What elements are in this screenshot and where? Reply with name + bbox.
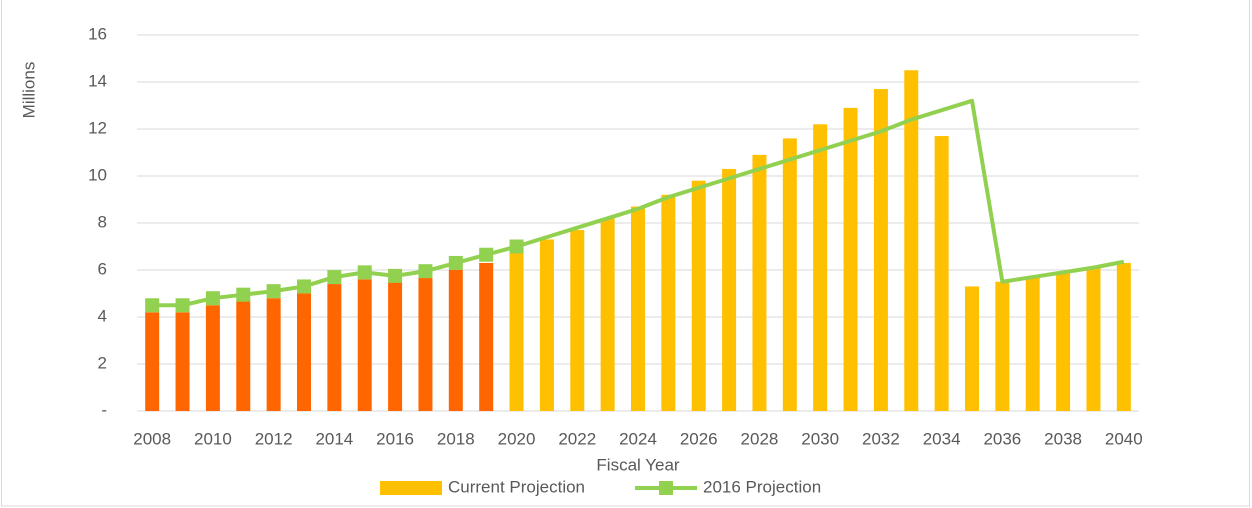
bar <box>357 279 372 411</box>
bar <box>570 230 585 411</box>
bar <box>479 262 494 411</box>
bar <box>418 277 433 411</box>
bar <box>752 154 767 411</box>
bar <box>691 180 706 411</box>
bar <box>965 286 979 411</box>
x-tick-label: 2020 <box>498 429 536 448</box>
x-tick-label: 2016 <box>376 429 414 448</box>
marker <box>509 239 524 254</box>
bar <box>1116 262 1131 411</box>
marker <box>297 279 311 294</box>
bar <box>813 124 828 412</box>
bar <box>934 136 949 412</box>
bar <box>175 312 190 411</box>
bar <box>995 281 1010 411</box>
marker <box>236 287 251 302</box>
y-tick-label: 16 <box>88 24 107 43</box>
bar <box>388 281 403 411</box>
x-tick-label: 2034 <box>923 429 961 448</box>
marker <box>205 291 220 306</box>
marker <box>418 264 433 279</box>
marker <box>448 255 463 270</box>
x-tick-label: 2018 <box>437 429 475 448</box>
legend-label: Current Projection <box>448 477 585 496</box>
bar <box>661 194 676 411</box>
x-tick-label: 2010 <box>194 429 232 448</box>
bar <box>448 270 463 411</box>
y-tick-label: 10 <box>88 165 107 184</box>
marker <box>357 265 372 280</box>
bar <box>782 138 797 411</box>
bar <box>873 89 888 412</box>
x-tick-label: 2012 <box>255 429 293 448</box>
marker <box>479 247 494 262</box>
x-tick-label: 2022 <box>558 429 596 448</box>
x-tick-label: 2008 <box>133 429 171 448</box>
x-tick-label: 2024 <box>619 429 657 448</box>
x-tick-label: 2036 <box>983 429 1021 448</box>
y-tick-label: 12 <box>88 118 107 137</box>
y-axis-title: Millions <box>19 62 38 119</box>
bar <box>236 300 251 411</box>
bar <box>1086 267 1101 411</box>
bar <box>1025 277 1040 411</box>
marker <box>388 268 403 283</box>
bar <box>327 284 342 411</box>
bar <box>600 218 615 411</box>
bar <box>1056 272 1071 411</box>
marker <box>175 298 190 313</box>
legend-marker <box>659 481 674 495</box>
marker <box>266 284 281 299</box>
bar <box>631 206 645 411</box>
y-tick-label: 14 <box>88 71 107 90</box>
bar <box>843 107 858 411</box>
line <box>152 98 1125 308</box>
bar <box>904 70 919 411</box>
y-tick-label: 6 <box>98 259 107 278</box>
legend-label: 2016 Projection <box>703 477 821 496</box>
bar <box>509 248 524 411</box>
bar <box>145 312 160 411</box>
marker <box>145 298 160 313</box>
x-tick-label: 2028 <box>741 429 779 448</box>
y-tick-label: 4 <box>98 306 107 325</box>
bar <box>297 293 311 411</box>
legend-swatch <box>380 481 442 495</box>
x-tick-label: 2032 <box>862 429 900 448</box>
x-tick-label: 2040 <box>1105 429 1143 448</box>
bar <box>539 239 554 411</box>
bar <box>205 305 220 411</box>
bar <box>722 168 737 411</box>
y-tick-label: - <box>101 400 107 419</box>
y-tick-label: 2 <box>98 353 107 372</box>
x-tick-label: 2014 <box>315 429 353 448</box>
marker <box>327 270 342 285</box>
x-axis-title: Fiscal Year <box>596 455 679 474</box>
y-tick-label: 8 <box>98 212 107 231</box>
x-tick-label: 2030 <box>801 429 839 448</box>
bar <box>266 298 281 411</box>
x-tick-label: 2026 <box>680 429 718 448</box>
x-tick-label: 2038 <box>1044 429 1082 448</box>
